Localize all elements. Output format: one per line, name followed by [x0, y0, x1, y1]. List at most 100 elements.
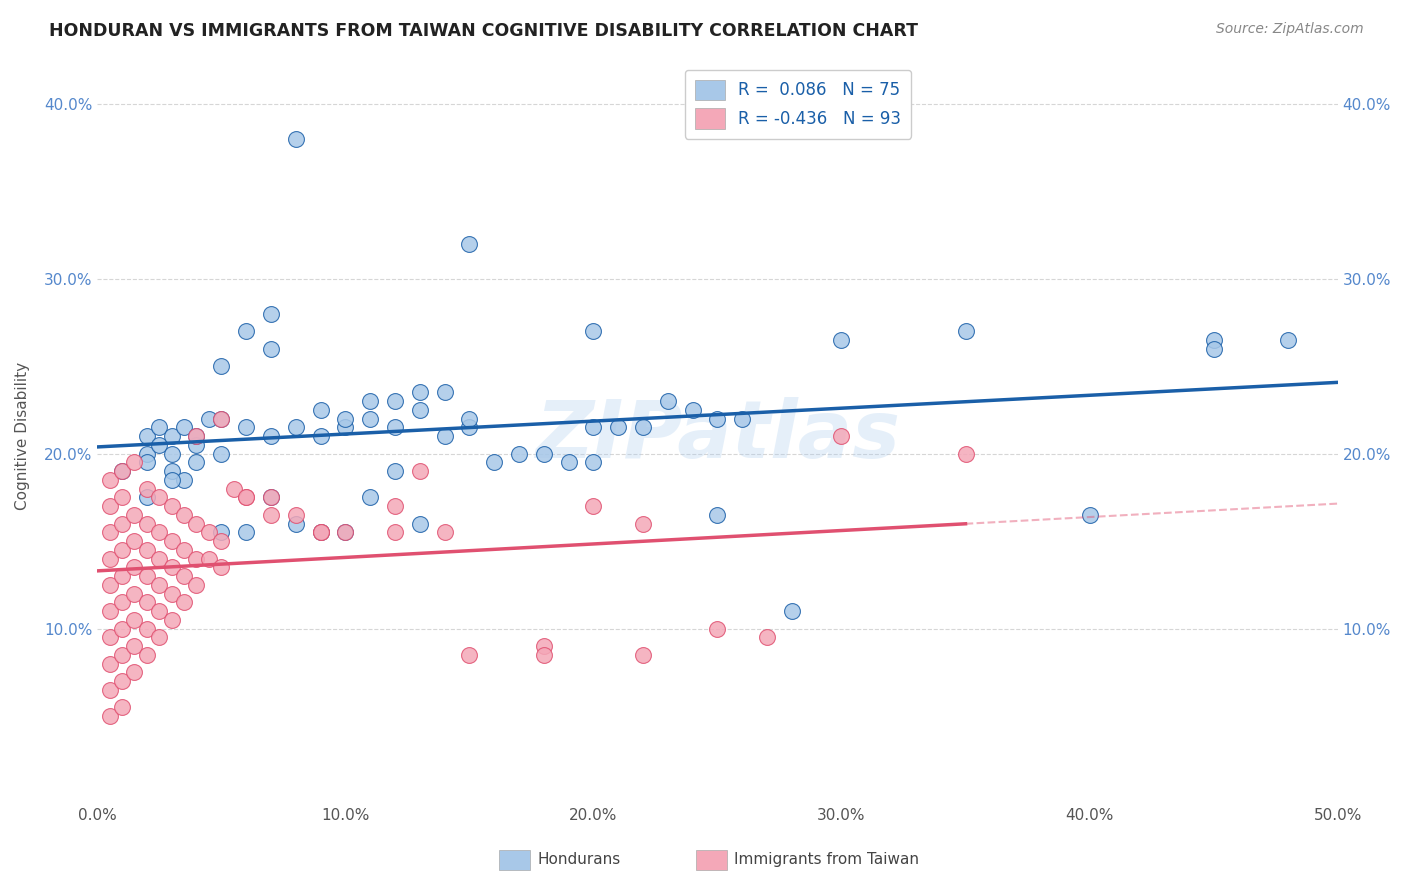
- Point: [160, 560, 183, 574]
- Point: [148, 420, 170, 434]
- Point: [209, 525, 232, 540]
- Point: [148, 631, 170, 645]
- Point: [160, 613, 183, 627]
- Point: [160, 586, 183, 600]
- Point: [186, 429, 208, 443]
- Point: [508, 446, 530, 460]
- Point: [135, 648, 157, 662]
- Point: [359, 394, 381, 409]
- Point: [260, 342, 283, 356]
- Point: [359, 491, 381, 505]
- Point: [582, 499, 605, 513]
- Point: [160, 499, 183, 513]
- Point: [124, 639, 146, 653]
- Point: [458, 648, 481, 662]
- Point: [124, 455, 146, 469]
- Point: [955, 446, 977, 460]
- Point: [235, 525, 257, 540]
- Point: [98, 551, 121, 566]
- Point: [1202, 333, 1225, 347]
- Point: [409, 516, 432, 531]
- Point: [706, 622, 728, 636]
- Point: [135, 622, 157, 636]
- Point: [409, 402, 432, 417]
- Point: [780, 604, 803, 618]
- Point: [384, 464, 406, 478]
- Point: [135, 569, 157, 583]
- Point: [209, 411, 232, 425]
- Text: HONDURAN VS IMMIGRANTS FROM TAIWAN COGNITIVE DISABILITY CORRELATION CHART: HONDURAN VS IMMIGRANTS FROM TAIWAN COGNI…: [49, 22, 918, 40]
- Point: [384, 525, 406, 540]
- Point: [706, 411, 728, 425]
- Point: [384, 499, 406, 513]
- Point: [111, 622, 134, 636]
- Point: [209, 560, 232, 574]
- Point: [148, 604, 170, 618]
- Point: [135, 455, 157, 469]
- Point: [582, 324, 605, 338]
- Point: [607, 420, 630, 434]
- Point: [124, 665, 146, 680]
- Point: [309, 525, 332, 540]
- Point: [124, 586, 146, 600]
- Point: [135, 446, 157, 460]
- Point: [260, 491, 283, 505]
- Point: [124, 560, 146, 574]
- Point: [98, 657, 121, 671]
- Point: [135, 491, 157, 505]
- Point: [582, 420, 605, 434]
- Point: [148, 491, 170, 505]
- Point: [235, 420, 257, 434]
- Point: [148, 551, 170, 566]
- Point: [148, 525, 170, 540]
- Point: [160, 446, 183, 460]
- Point: [98, 604, 121, 618]
- Point: [706, 508, 728, 522]
- Text: Source: ZipAtlas.com: Source: ZipAtlas.com: [1216, 22, 1364, 37]
- Point: [359, 411, 381, 425]
- Point: [433, 525, 456, 540]
- Point: [433, 385, 456, 400]
- Point: [111, 648, 134, 662]
- Point: [284, 420, 307, 434]
- Point: [98, 682, 121, 697]
- Point: [533, 648, 555, 662]
- Point: [135, 429, 157, 443]
- Point: [209, 534, 232, 549]
- Point: [335, 525, 357, 540]
- Point: [186, 578, 208, 592]
- Point: [309, 429, 332, 443]
- Point: [830, 429, 852, 443]
- Text: ZIPatlas: ZIPatlas: [534, 397, 900, 475]
- Point: [284, 508, 307, 522]
- Point: [284, 131, 307, 145]
- Point: [135, 542, 157, 557]
- Point: [682, 402, 704, 417]
- Point: [186, 455, 208, 469]
- Point: [235, 491, 257, 505]
- Point: [482, 455, 505, 469]
- Point: [631, 648, 654, 662]
- Point: [111, 491, 134, 505]
- Point: [533, 639, 555, 653]
- Point: [198, 551, 221, 566]
- Point: [309, 402, 332, 417]
- Point: [582, 455, 605, 469]
- Point: [1277, 333, 1299, 347]
- Point: [111, 569, 134, 583]
- Point: [756, 631, 779, 645]
- Point: [557, 455, 579, 469]
- Point: [160, 464, 183, 478]
- Point: [98, 631, 121, 645]
- Point: [384, 394, 406, 409]
- Point: [173, 542, 195, 557]
- Point: [173, 595, 195, 609]
- Point: [135, 482, 157, 496]
- Text: Hondurans: Hondurans: [537, 853, 620, 867]
- Point: [173, 569, 195, 583]
- Y-axis label: Cognitive Disability: Cognitive Disability: [15, 362, 30, 510]
- Point: [830, 333, 852, 347]
- Point: [111, 674, 134, 689]
- Point: [111, 542, 134, 557]
- Point: [458, 236, 481, 251]
